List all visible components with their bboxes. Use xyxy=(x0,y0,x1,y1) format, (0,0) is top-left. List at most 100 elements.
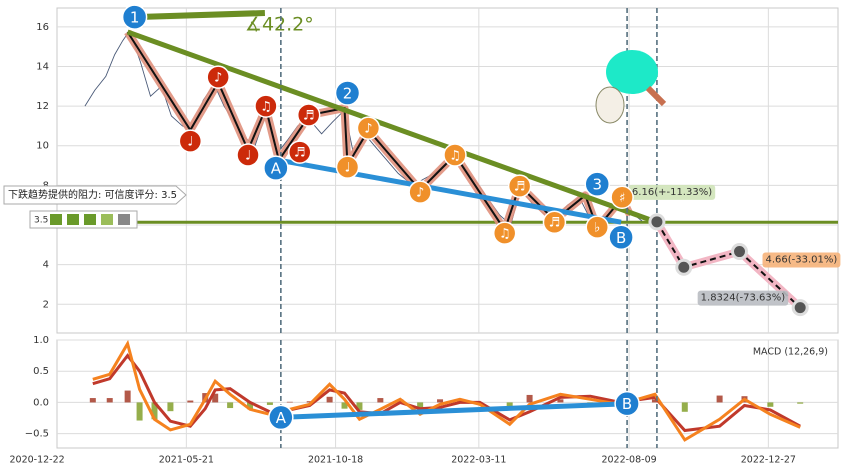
mascot-paddle xyxy=(606,50,658,94)
projection-label: 6.16(+-11.33%) xyxy=(632,187,712,198)
pattern-marker xyxy=(542,210,567,234)
x-tick-label: 2022-03-11 xyxy=(451,455,506,466)
pattern-marker-label: 3 xyxy=(592,176,602,194)
pattern-marker xyxy=(408,180,432,204)
histogram-bar xyxy=(89,398,96,403)
y-tick-label: 16 xyxy=(36,22,49,33)
pattern-marker xyxy=(610,185,634,210)
pattern-marker-label: ♩ xyxy=(344,161,350,176)
pattern-marker xyxy=(268,404,294,431)
pattern-marker xyxy=(263,155,289,181)
histogram-bar xyxy=(167,402,174,412)
pattern-marker-label: ♫ xyxy=(449,149,461,164)
y-tick-label: 0.0 xyxy=(33,397,49,408)
histogram-bar xyxy=(716,395,723,403)
histogram-bar xyxy=(227,402,234,409)
x-tick-label: 2021-10-18 xyxy=(308,455,363,466)
pattern-marker xyxy=(584,171,610,197)
note-text: 下跌趋势提供的阻力: 可信度评分: 3.5 xyxy=(8,188,177,201)
histogram-bar xyxy=(187,400,194,403)
pattern-marker-label: A xyxy=(276,409,287,427)
histogram-bar xyxy=(106,398,113,403)
mascot-dog xyxy=(595,86,625,124)
pattern-marker-label: B xyxy=(622,395,632,413)
macd-label: MACD (12,26,9) xyxy=(753,347,828,358)
x-tick-label: 2020-12-22 xyxy=(9,455,64,466)
pattern-marker xyxy=(335,155,360,179)
score-icon xyxy=(101,214,113,225)
pattern-marker xyxy=(296,103,321,127)
pattern-marker-label: A xyxy=(271,160,282,178)
histogram-bar xyxy=(797,402,804,404)
y-tick-label: 4 xyxy=(43,260,49,271)
histogram-bar xyxy=(247,402,254,410)
pattern-marker xyxy=(334,80,361,106)
projection-point xyxy=(791,299,809,317)
pattern-marker-label: B xyxy=(616,229,626,247)
projection-point xyxy=(731,243,749,261)
pattern-marker-label: ♩ xyxy=(245,149,251,164)
histogram-bar xyxy=(306,401,313,403)
histogram-bar xyxy=(286,401,293,403)
y-tick-label: 12 xyxy=(36,101,49,112)
score-icon xyxy=(118,214,130,225)
histogram-bar xyxy=(212,393,219,403)
pattern-marker xyxy=(356,116,381,140)
histogram-bar xyxy=(266,402,273,405)
pattern-marker xyxy=(443,143,467,167)
angle-line xyxy=(134,10,265,21)
histogram-bar xyxy=(341,402,348,409)
pattern-marker-label: ♫ xyxy=(499,227,511,242)
y-tick-label: 1.0 xyxy=(33,335,49,346)
histogram-bar xyxy=(356,402,363,410)
pattern-marker-label: ♬ xyxy=(294,146,306,161)
histogram-bar xyxy=(437,399,444,403)
projection-point xyxy=(675,258,693,276)
pattern-marker-label: ♪ xyxy=(214,71,222,86)
histogram-bar xyxy=(377,398,384,403)
plot-frame xyxy=(56,7,839,334)
pattern-marker xyxy=(178,129,203,153)
histogram-bar xyxy=(526,394,533,403)
y-tick-label: 14 xyxy=(36,61,49,72)
note-arrow xyxy=(3,185,187,205)
pattern-marker xyxy=(614,390,640,417)
pattern-marker-label: 2 xyxy=(343,85,353,103)
histogram-bar xyxy=(326,396,333,403)
pattern-marker-label: ♬ xyxy=(514,180,526,195)
trend-line xyxy=(126,29,658,225)
resistance-note: 下跌趋势提供的阻力: 可信度评分: 3.5 3.5 xyxy=(3,185,187,229)
plot-frame xyxy=(56,339,839,449)
pattern-marker-label: ♯ xyxy=(619,191,625,206)
pattern-marker xyxy=(507,174,532,198)
x-tick-label: 2022-12-27 xyxy=(741,455,796,466)
pattern-marker-label: ♫ xyxy=(260,100,272,115)
signal-line xyxy=(92,353,801,433)
projection-label-box xyxy=(628,184,716,200)
projection-label: 1.8324(-73.63%) xyxy=(701,293,786,304)
histogram-bar xyxy=(151,402,158,420)
pattern-marker-label: ♭ xyxy=(594,221,600,236)
y-tick-label: −0.5 xyxy=(25,429,49,440)
pattern-marker xyxy=(236,143,260,167)
histogram-bar xyxy=(124,390,131,403)
y-tick-label: 2 xyxy=(43,299,49,310)
divergence-line xyxy=(280,401,628,420)
histogram-bar xyxy=(767,402,774,407)
projection-point xyxy=(648,213,666,231)
x-tick-label: 2021-05-21 xyxy=(159,455,214,466)
macd-line xyxy=(92,339,801,442)
histogram-bar xyxy=(681,402,688,412)
pattern-marker xyxy=(585,215,609,239)
score-text: 3.5 xyxy=(34,216,48,226)
score-icon xyxy=(50,214,62,225)
pattern-marker xyxy=(288,140,312,164)
projection-label-box xyxy=(762,252,841,268)
y-tick-label: 0.5 xyxy=(33,366,49,377)
score-icon xyxy=(67,214,79,225)
histogram-bar xyxy=(456,399,463,403)
projection-label-box xyxy=(697,290,789,306)
histogram-bar xyxy=(136,402,143,421)
